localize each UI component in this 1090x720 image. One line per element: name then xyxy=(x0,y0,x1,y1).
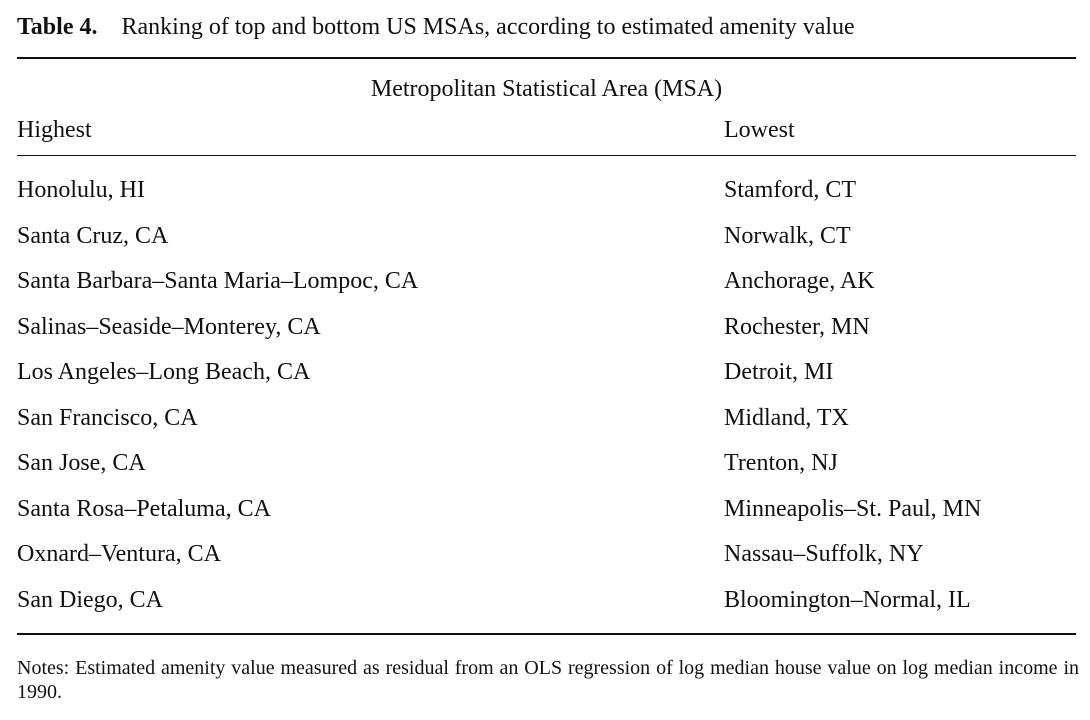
table-caption: Table 4. Ranking of top and bottom US MSA… xyxy=(17,10,855,44)
table-row: San Diego, CA Bloomington–Normal, IL xyxy=(17,578,1076,624)
highest-msa-cell: Santa Rosa–Petaluma, CA xyxy=(17,495,271,522)
highest-msa-cell: Santa Barbara–Santa Maria–Lompoc, CA xyxy=(17,268,419,294)
table-row: Honolulu, HI Stamford, CT xyxy=(17,168,1076,214)
table-row: San Jose, CA Trenton, NJ xyxy=(17,441,1076,487)
table-row: Santa Rosa–Petaluma, CA Minneapolis–St. … xyxy=(17,487,1076,533)
highest-msa-cell: San Jose, CA xyxy=(17,450,146,476)
lowest-msa-cell: Stamford, CT xyxy=(724,177,856,203)
table-row: Salinas–Seaside–Monterey, CA Rochester, … xyxy=(17,305,1076,351)
table-notes: Notes: Estimated amenity value measured … xyxy=(17,657,1079,703)
highest-msa-cell: Oxnard–Ventura, CA xyxy=(17,541,221,567)
column-header-lowest: Lowest xyxy=(724,117,795,143)
table-row: Los Angeles–Long Beach, CA Detroit, MI xyxy=(17,350,1076,396)
table-label: Table 4. xyxy=(17,14,98,40)
lowest-msa-cell: Rochester, MN xyxy=(724,313,870,340)
highest-msa-cell: San Francisco, CA xyxy=(17,404,198,431)
lowest-msa-cell: Norwalk, CT xyxy=(724,222,851,249)
lowest-msa-cell: Detroit, MI xyxy=(724,359,834,385)
table-row: San Francisco, CA Midland, TX xyxy=(17,396,1076,442)
highest-msa-cell: Los Angeles–Long Beach, CA xyxy=(17,359,311,385)
column-spanner-heading: Metropolitan Statistical Area (MSA) xyxy=(370,76,723,102)
highest-msa-cell: Santa Cruz, CA xyxy=(17,222,169,249)
header-rule xyxy=(17,155,1076,156)
table-row: Santa Cruz, CA Norwalk, CT xyxy=(17,214,1076,260)
lowest-msa-cell: Nassau–Suffolk, NY xyxy=(724,541,924,567)
highest-msa-cell: San Diego, CA xyxy=(17,586,163,613)
highest-msa-cell: Honolulu, HI xyxy=(17,177,145,203)
table-row: Santa Barbara–Santa Maria–Lompoc, CA Anc… xyxy=(17,259,1076,305)
column-header-highest: Highest xyxy=(17,117,92,143)
bottom-rule xyxy=(17,633,1076,635)
lowest-msa-cell: Trenton, NJ xyxy=(724,450,838,476)
highest-msa-cell: Salinas–Seaside–Monterey, CA xyxy=(17,313,321,340)
table-title: Ranking of top and bottom US MSAs, accor… xyxy=(121,14,855,40)
top-rule xyxy=(17,57,1076,59)
table-row: Oxnard–Ventura, CA Nassau–Suffolk, NY xyxy=(17,532,1076,578)
lowest-msa-cell: Anchorage, AK xyxy=(724,268,875,294)
lowest-msa-cell: Bloomington–Normal, IL xyxy=(724,586,971,613)
lowest-msa-cell: Minneapolis–St. Paul, MN xyxy=(724,495,982,522)
table-body: Honolulu, HI Stamford, CT Santa Cruz, CA… xyxy=(17,168,1076,623)
lowest-msa-cell: Midland, TX xyxy=(724,404,849,431)
